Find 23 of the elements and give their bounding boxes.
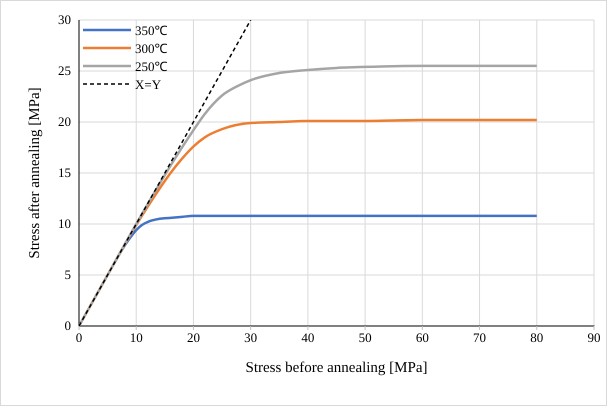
y-tick-label: 20 <box>58 114 71 130</box>
y-tick-label: 10 <box>58 216 71 232</box>
y-tick-label: 5 <box>64 267 71 282</box>
x-tick-label: 80 <box>530 330 544 346</box>
x-tick-label: 70 <box>473 330 486 346</box>
x-tick-label: 0 <box>76 330 82 346</box>
x-tick-label: 30 <box>244 330 258 346</box>
legend-label: 350℃ <box>135 23 168 38</box>
legend-label: 300℃ <box>135 41 168 56</box>
x-tick-label: 40 <box>301 330 314 346</box>
y-tick-label: 30 <box>58 12 71 28</box>
x-tick-label: 50 <box>358 330 372 346</box>
x-tick-label: 90 <box>588 330 600 346</box>
legend-label: X=Y <box>135 77 162 92</box>
y-tick-label: 25 <box>58 63 71 78</box>
x-tick-label: 20 <box>186 330 200 346</box>
legend-label: 250℃ <box>135 59 168 74</box>
x-tick-label: 60 <box>416 330 429 346</box>
x-tick-label: 10 <box>130 330 143 346</box>
x-axis-title: Stress before annealing [MPa] <box>245 360 428 376</box>
y-axis-title: Stress after annealing [MPa] <box>27 87 43 259</box>
y-tick-label: 15 <box>58 165 71 180</box>
y-tick-label: 0 <box>64 318 71 334</box>
